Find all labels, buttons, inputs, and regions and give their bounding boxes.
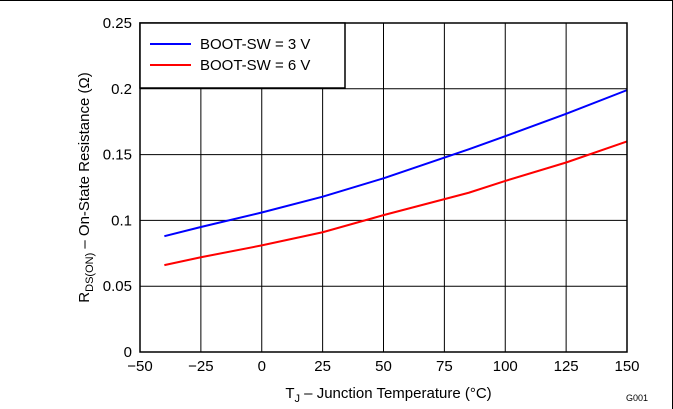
y-axis-title-rest: – On-State Resistance (Ω) xyxy=(76,72,93,252)
x-tick-label: 75 xyxy=(436,358,453,375)
y-tick-label: 0.25 xyxy=(103,15,132,32)
y-tick-label: 0.1 xyxy=(111,212,132,229)
y-tick-label: 0.2 xyxy=(111,81,132,98)
plot-area-frame xyxy=(139,22,628,353)
y-tick-label: 0 xyxy=(124,344,132,361)
x-tick-label: −25 xyxy=(188,358,213,375)
x-tick-label: −50 xyxy=(127,358,152,375)
y-axis-title: RDS(ON) – On-State Resistance (Ω) xyxy=(76,72,96,302)
series-line-2 xyxy=(164,140,628,267)
y-tick-label: 0.15 xyxy=(103,147,132,164)
legend-label-series-2: BOOT-SW = 6 V xyxy=(200,57,310,74)
axis-ticks: −50 −25 0 25 50 75 100 125 150 0 0.05 0.1 0.15 0.2 0.2… xyxy=(103,15,640,375)
x-axis-title-subscript: J xyxy=(295,393,301,405)
figure-id: G001 xyxy=(626,393,648,403)
series-lines xyxy=(164,89,628,267)
x-axis-title-rest: – Junction Temperature (°C) xyxy=(300,385,492,402)
legend-box xyxy=(139,22,346,89)
x-tick-label: 0 xyxy=(258,358,266,375)
x-tick-label: 150 xyxy=(614,358,639,375)
legend-label-series-1: BOOT-SW = 3 V xyxy=(200,36,310,53)
x-tick-label: 25 xyxy=(314,358,331,375)
legend: BOOT-SW = 3 V BOOT-SW = 6 V xyxy=(139,22,346,89)
x-axis-title-main: T xyxy=(285,385,294,402)
x-tick-label: 125 xyxy=(554,358,579,375)
x-tick-label: 100 xyxy=(493,358,518,375)
y-axis-title-subscript: DS(ON) xyxy=(84,253,96,292)
y-axis-title-main: R xyxy=(76,292,93,303)
y-tick-label: 0.05 xyxy=(103,278,132,295)
x-tick-label: 50 xyxy=(375,358,392,375)
series-line-1 xyxy=(164,89,628,238)
x-axis-title: TJ – Junction Temperature (°C) xyxy=(285,385,491,405)
